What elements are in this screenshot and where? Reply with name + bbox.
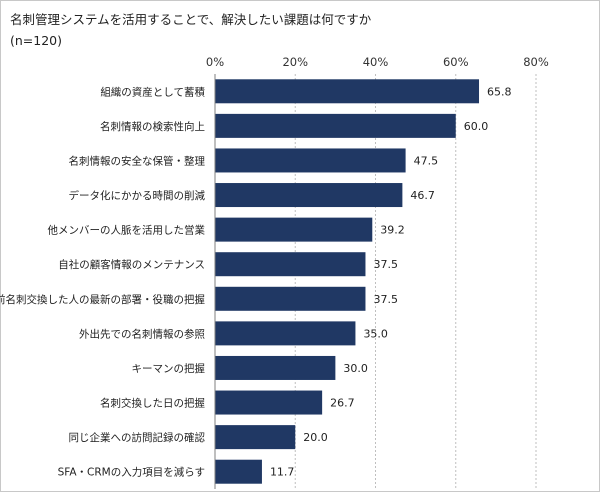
chart-subtitle: (n=120) (10, 33, 63, 48)
value-label: 11.7 (270, 466, 295, 479)
category-label: 名刺情報の検索性向上 (100, 120, 205, 133)
bar (215, 321, 356, 346)
bar (215, 252, 366, 277)
x-tick-label: 40% (363, 55, 389, 69)
bar (215, 183, 403, 208)
category-label: SFA・CRMの入力項目を減らす (58, 466, 205, 479)
value-label: 37.5 (373, 258, 398, 271)
value-label: 35.0 (363, 327, 388, 340)
category-label: 外出先での名刺情報の参照 (79, 327, 205, 340)
bar (215, 113, 456, 138)
value-label: 20.0 (303, 431, 328, 444)
value-label: 60.0 (464, 120, 489, 133)
x-tick-label: 80% (523, 55, 549, 69)
value-label: 65.8 (487, 85, 512, 98)
value-label: 46.7 (410, 189, 435, 202)
x-tick-label: 20% (282, 55, 308, 69)
bar (215, 79, 480, 104)
bar (215, 148, 406, 173)
category-label: 他メンバーの人脈を活用した営業 (48, 224, 206, 237)
x-tick-label: 60% (443, 55, 469, 69)
category-label: 以前名刺交換した人の最新の部署・役職の把握 (0, 293, 205, 306)
bar (215, 425, 296, 450)
category-label: 同じ企業への訪問記録の確認 (69, 431, 206, 444)
category-label: 名刺交換した日の把握 (100, 397, 205, 410)
value-label: 47.5 (414, 154, 439, 167)
x-tick-label: 0% (206, 55, 224, 69)
bar (215, 355, 336, 380)
bar (215, 217, 373, 242)
category-label: データ化にかかる時間の削減 (69, 189, 206, 202)
value-label: 37.5 (373, 293, 398, 306)
category-label: キーマンの把握 (132, 362, 206, 375)
category-label: 組織の資産として蓄積 (100, 85, 205, 98)
value-label: 39.2 (380, 224, 405, 237)
value-label: 26.7 (330, 397, 355, 410)
category-label: 自社の顧客情報のメンテナンス (58, 258, 205, 271)
bar (215, 390, 323, 415)
chart-title: 名刺管理システムを活用することで、解決したい課題は何ですか (10, 12, 372, 27)
value-label: 30.0 (343, 362, 368, 375)
bar (215, 459, 262, 484)
category-label: 名刺情報の安全な保管・整理 (69, 154, 206, 167)
bar (215, 286, 366, 311)
